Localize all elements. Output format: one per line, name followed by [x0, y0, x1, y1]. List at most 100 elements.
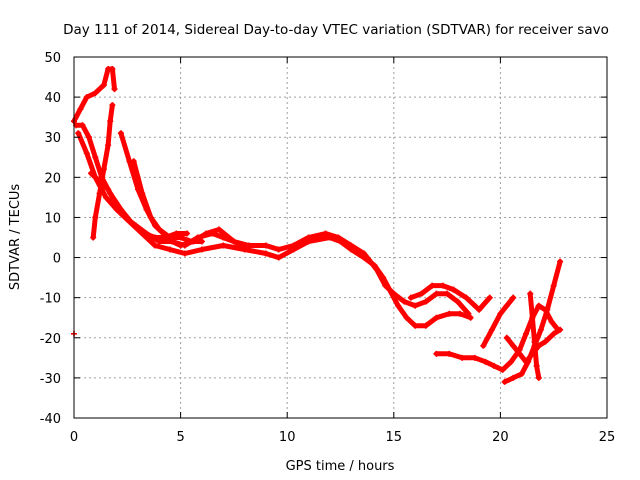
data-point	[450, 286, 457, 293]
data-point	[83, 94, 90, 101]
y-axis-label: SDTVAR / TECUs	[8, 184, 23, 291]
data-point	[401, 298, 408, 305]
data-point	[471, 354, 478, 361]
chart-title: Day 111 of 2014, Sidereal Day-to-day VTE…	[63, 22, 609, 38]
data-point	[230, 238, 237, 245]
data-point	[143, 230, 150, 237]
data-point	[395, 302, 402, 309]
data-point	[132, 222, 139, 229]
plot-frame	[73, 56, 608, 419]
data-point	[215, 226, 222, 233]
data-point	[418, 290, 425, 297]
data-point	[113, 202, 120, 209]
x-axis-label: GPS time / hours	[286, 459, 395, 474]
data-point	[390, 290, 397, 297]
data-point	[105, 142, 112, 149]
data-point	[533, 362, 540, 369]
data-point	[550, 282, 557, 289]
y-tick-label: 30	[44, 131, 61, 146]
data-point	[100, 82, 107, 89]
data-point	[433, 350, 440, 357]
y-tick-label: 40	[44, 91, 61, 106]
data-point	[527, 290, 534, 297]
data-point	[198, 246, 205, 253]
data-point	[535, 374, 542, 381]
data-point	[177, 242, 184, 249]
data-point	[92, 214, 99, 221]
axis-ticks: 0 5 10 15 20 25 -40 -30 -20 -10 0 10 20 30 40 50	[40, 51, 616, 445]
data-point	[486, 294, 493, 301]
data-point	[433, 314, 440, 321]
data-point	[516, 350, 523, 357]
data-point	[130, 158, 137, 165]
data-point	[147, 214, 154, 221]
data-point	[444, 290, 451, 297]
series-trace	[71, 66, 117, 124]
data-point	[203, 230, 210, 237]
data-point	[111, 86, 118, 93]
data-point	[499, 366, 506, 373]
data-point	[275, 246, 282, 253]
y-tick-label: 0	[53, 252, 61, 267]
data-point	[373, 266, 380, 273]
data-point	[407, 294, 414, 301]
data-point	[75, 130, 82, 137]
data-point	[403, 314, 410, 321]
y-tick-label: -40	[40, 412, 61, 427]
x-tick-label: 25	[599, 430, 616, 445]
series-12	[503, 326, 564, 365]
data-point	[531, 338, 538, 345]
x-tick-label: 20	[492, 430, 509, 445]
data-point	[522, 358, 529, 365]
data-point	[529, 314, 536, 321]
data-point	[412, 302, 419, 309]
data-point	[548, 318, 555, 325]
data-point	[183, 230, 190, 237]
data-point	[412, 322, 419, 329]
data-point	[433, 290, 440, 297]
data-point	[510, 294, 517, 301]
data-point	[335, 234, 342, 241]
data-point	[290, 242, 297, 249]
data-point	[92, 90, 99, 97]
data-point	[510, 374, 517, 381]
data-point	[105, 186, 112, 193]
y-tick-label: 20	[44, 171, 61, 186]
data-point	[491, 362, 498, 369]
data-point	[77, 106, 84, 113]
x-tick-label: 15	[386, 430, 403, 445]
y-tick-label: -10	[40, 292, 61, 307]
data-point	[446, 310, 453, 317]
data-point	[544, 306, 551, 313]
data-point	[422, 298, 429, 305]
y-tick-label: -20	[40, 332, 61, 347]
data-point	[465, 310, 472, 317]
data-point	[181, 250, 188, 257]
grid	[74, 57, 607, 418]
data-point	[166, 246, 173, 253]
data-point	[550, 330, 557, 337]
data-point	[245, 246, 252, 253]
data-point	[100, 166, 107, 173]
data-point	[480, 342, 487, 349]
data-point	[439, 282, 446, 289]
data-point	[459, 354, 466, 361]
y-tick-label: -30	[40, 372, 61, 387]
data-point	[482, 358, 489, 365]
series-7	[130, 158, 205, 245]
data-point	[360, 250, 367, 257]
data-point	[85, 134, 92, 141]
data-point	[522, 330, 529, 337]
data-point	[166, 234, 173, 241]
data-point	[348, 242, 355, 249]
x-tick-label: 10	[279, 430, 296, 445]
data-point	[503, 302, 510, 309]
data-point	[107, 118, 114, 125]
data-point	[456, 310, 463, 317]
data-point	[446, 350, 453, 357]
data-point	[152, 242, 159, 249]
data-point	[305, 234, 312, 241]
series-5	[90, 102, 116, 241]
data-point	[109, 102, 116, 109]
